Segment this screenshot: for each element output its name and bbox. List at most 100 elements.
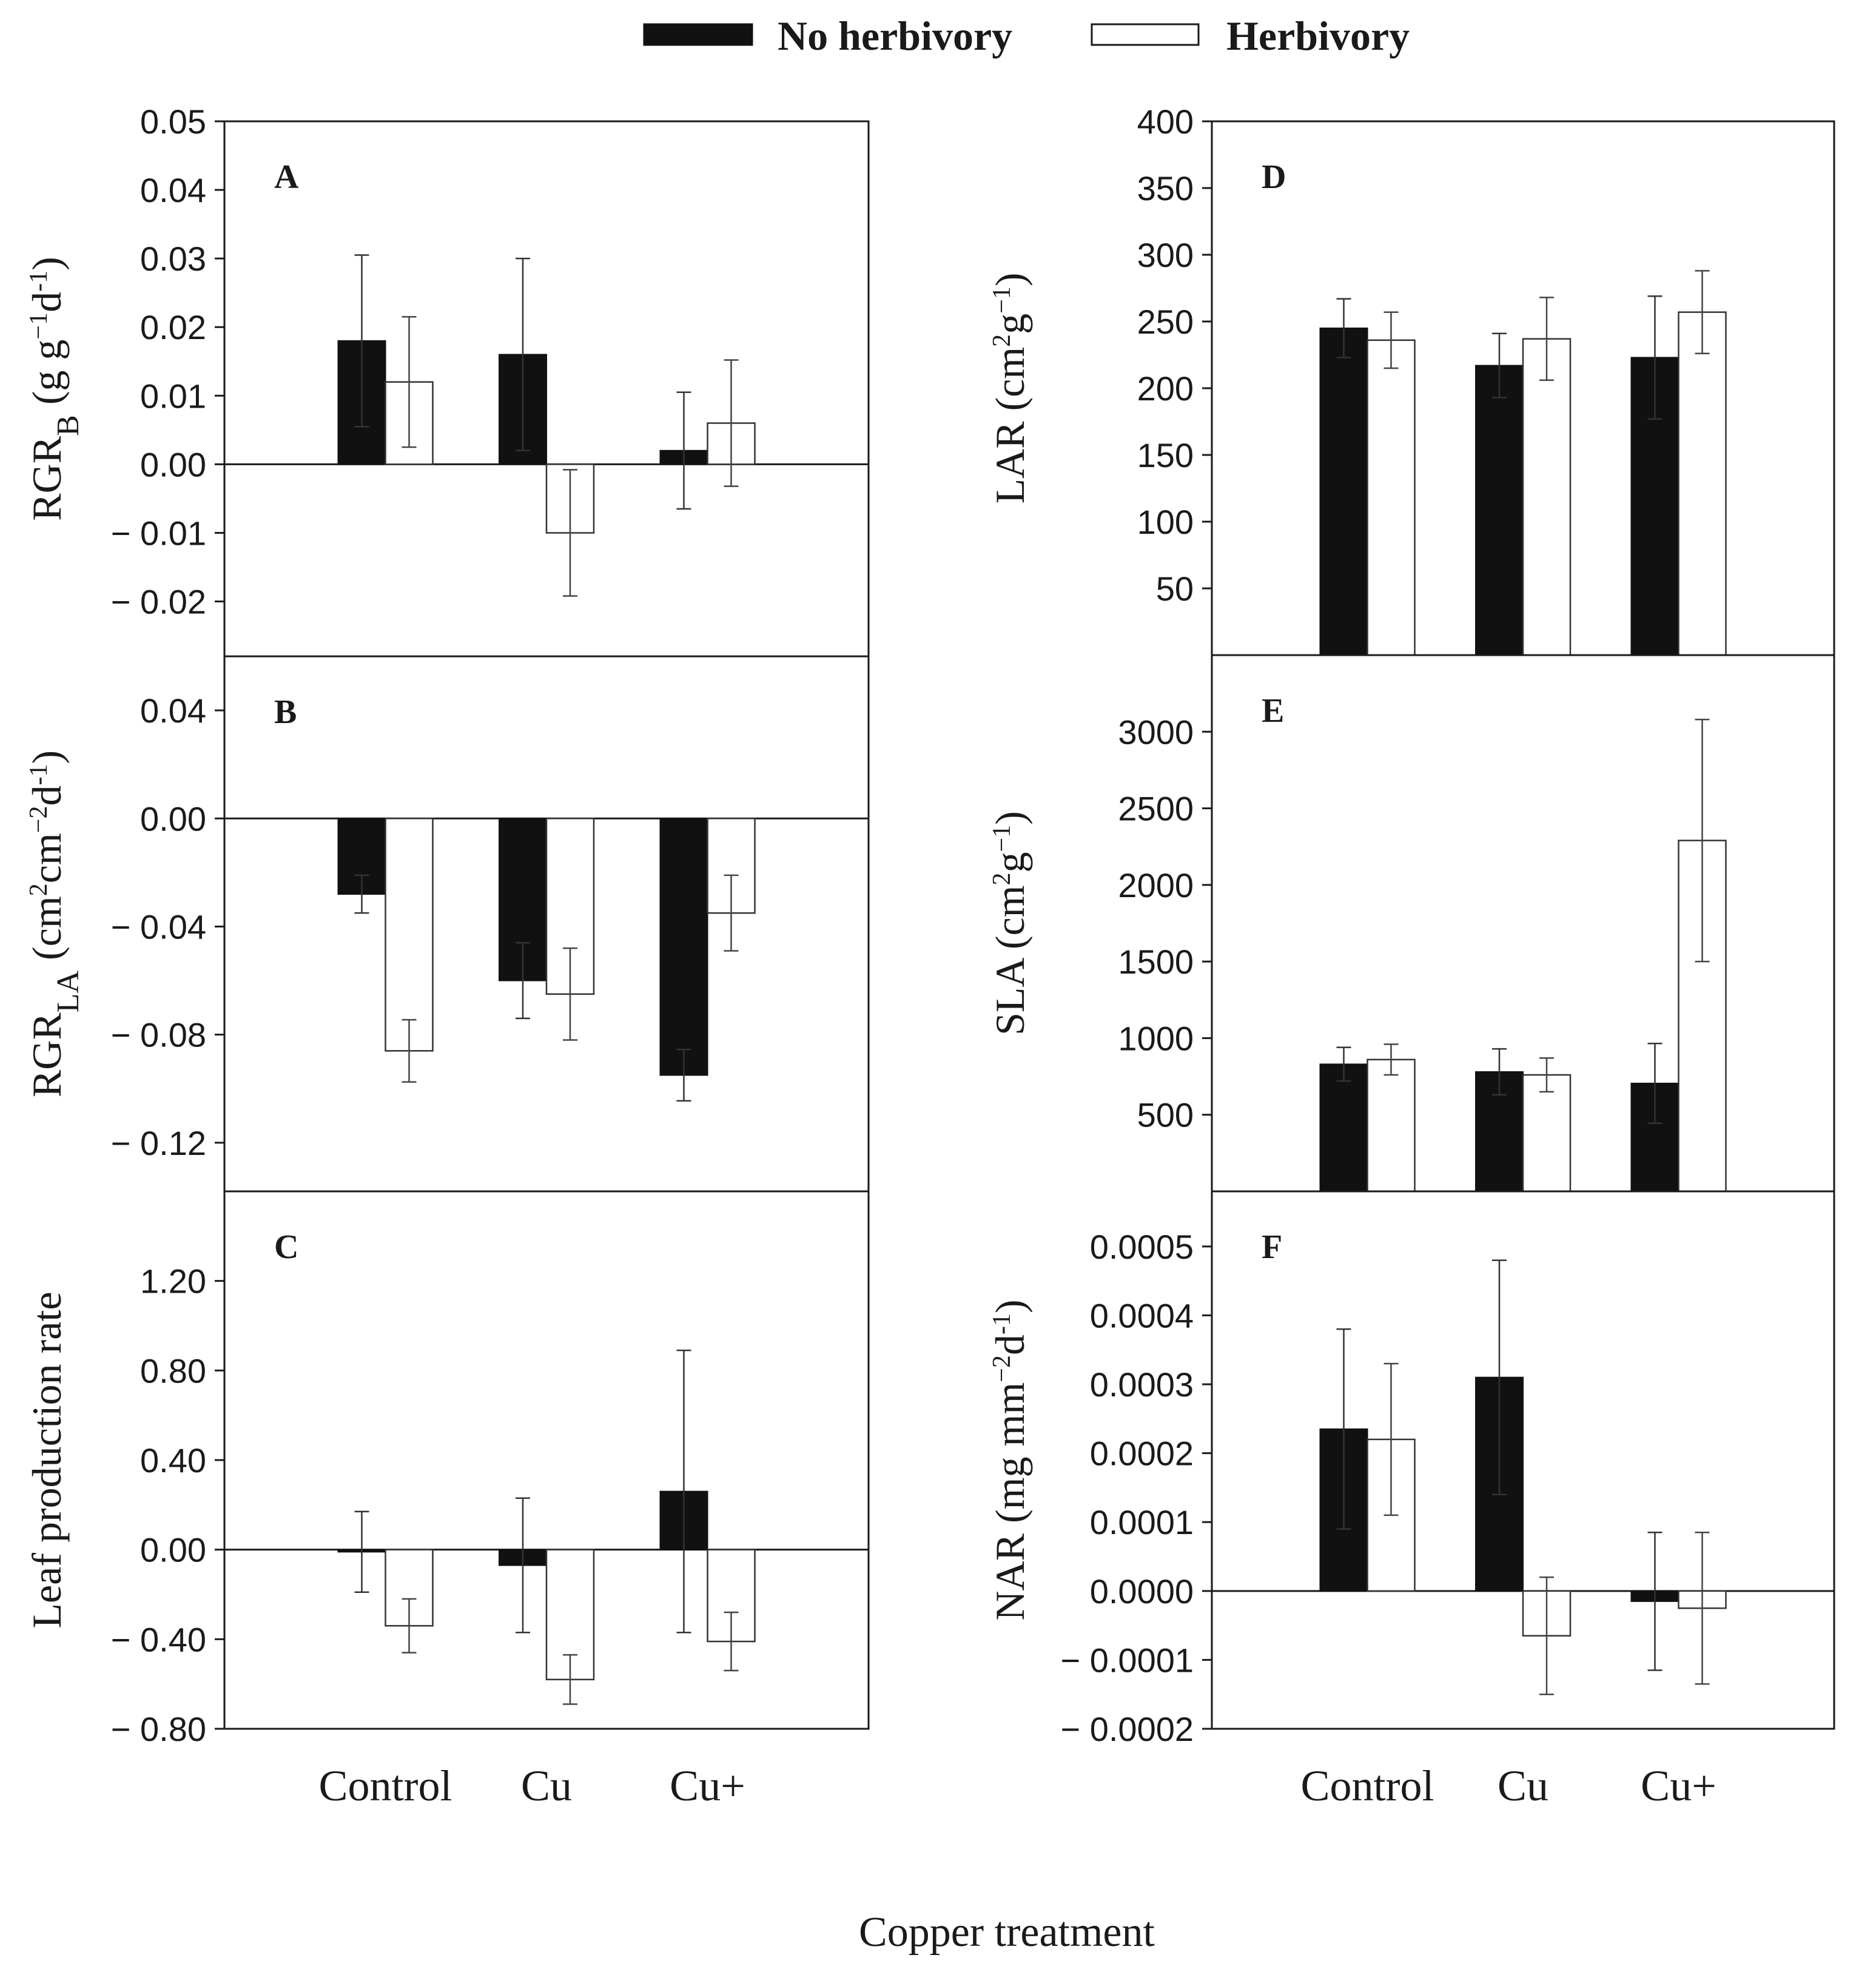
y-tick-label: − 0.0002 xyxy=(1060,1710,1194,1748)
panel-c: − 0.80 − 0.40 0.00 0.40 0.80 1.20 C Leaf produc… xyxy=(24,1190,870,1810)
y-axis-title: Leaf production rate xyxy=(24,1291,70,1628)
y-axis-title-part: −1 xyxy=(988,286,1016,314)
y-tick-label: 1500 xyxy=(1118,943,1194,981)
y-axis-title: LAR (cm2g−1) xyxy=(987,272,1033,503)
y-tick-label: 2000 xyxy=(1118,866,1194,904)
y-tick-label: 500 xyxy=(1137,1096,1194,1134)
y-axis-title-part: -1 xyxy=(988,1313,1016,1335)
y-tick-label: 0.80 xyxy=(140,1351,206,1390)
y-axis-title-part: SLA (cm xyxy=(987,885,1033,1035)
y-axis-title-part: cm xyxy=(24,833,70,883)
y-axis-title-part: 2 xyxy=(25,883,53,896)
bar-herbivory xyxy=(1367,1059,1416,1193)
y-tick-label: 350 xyxy=(1137,169,1194,207)
y-axis-title-part: (g g xyxy=(24,340,70,416)
y-tick-label: − 0.01 xyxy=(111,514,206,552)
y-tick-label: 150 xyxy=(1137,436,1194,474)
y-axis-title-part: ) xyxy=(24,257,70,271)
y-axis-title: RGRLA (cm2cm−2d-1) xyxy=(24,750,86,1097)
y-tick-label: − 0.12 xyxy=(111,1124,206,1162)
panel-letter: A xyxy=(274,158,299,196)
y-axis-title-part: RGR xyxy=(24,1012,70,1097)
y-axis-title-part: -1 xyxy=(25,764,53,786)
y-tick-label: 0.0001 xyxy=(1090,1503,1194,1541)
y-tick-label: 0.0005 xyxy=(1090,1228,1194,1266)
bar-herbivory xyxy=(1678,311,1727,656)
legend-swatch-no-herbivory xyxy=(643,23,753,46)
legend-swatch-herbivory xyxy=(1091,23,1200,46)
y-tick-label: 0.0000 xyxy=(1090,1572,1194,1611)
panel-b: − 0.12 − 0.08 − 0.04 0.00 0.04 B RGRLA (cm2cm−… xyxy=(24,655,870,1193)
y-tick-label: 400 xyxy=(1137,103,1194,141)
x-category-label: Cu xyxy=(1498,1762,1548,1810)
y-axis-title: NAR (mg mm−2d-1) xyxy=(987,1299,1033,1620)
panel-letter: E xyxy=(1262,692,1284,730)
bar-no-herbivory xyxy=(659,818,708,1076)
y-tick-label: 0.0004 xyxy=(1090,1296,1194,1335)
bar-no-herbivory xyxy=(337,818,386,895)
y-axis-title-part: Leaf production rate xyxy=(24,1291,70,1628)
y-axis-title-part: d xyxy=(24,292,70,312)
panel-letter: F xyxy=(1262,1228,1282,1266)
y-tick-label: 0.40 xyxy=(140,1441,206,1479)
y-axis-title-part: RGR xyxy=(24,436,70,520)
y-tick-label: 1000 xyxy=(1118,1019,1194,1057)
legend: No herbivory Herbivory xyxy=(643,13,1410,59)
y-axis-title-part: d xyxy=(987,1335,1033,1355)
y-tick-label: 0.00 xyxy=(140,1531,206,1569)
y-axis-title-part: −2 xyxy=(988,1355,1016,1382)
panel-letter: C xyxy=(274,1228,298,1266)
y-tick-label: − 0.0001 xyxy=(1060,1641,1194,1679)
y-tick-label: 0.02 xyxy=(140,308,206,346)
x-axis-title: Copper treatment xyxy=(859,1909,1155,1956)
y-axis-title-part: ) xyxy=(24,750,70,764)
panels: − 0.02 − 0.01 0.00 0.01 0.02 0.03 0.04 0.05 A RGR… xyxy=(24,103,1835,1810)
y-tick-label: 0.04 xyxy=(140,692,206,730)
y-axis-title-part: B xyxy=(51,415,86,436)
y-axis-title-part: LA xyxy=(51,971,86,1013)
y-tick-label: 300 xyxy=(1137,236,1194,274)
x-category-label: Cu+ xyxy=(1641,1762,1716,1810)
y-tick-label: 100 xyxy=(1137,503,1194,541)
y-tick-label: 2500 xyxy=(1118,790,1194,828)
y-tick-label: 0.00 xyxy=(140,445,206,483)
y-tick-label: 1.20 xyxy=(140,1262,206,1301)
y-tick-label: 0.01 xyxy=(140,377,206,415)
panel-letter: B xyxy=(274,693,297,731)
y-axis-title-part: −1 xyxy=(25,312,53,340)
x-category-label: Cu+ xyxy=(670,1762,745,1810)
panel-letter: D xyxy=(1262,158,1286,196)
y-axis-title-part: ) xyxy=(987,811,1033,825)
y-axis-title: RGRB (g g−1d-1) xyxy=(24,257,86,521)
legend-label-no-herbivory: No herbivory xyxy=(778,13,1012,59)
y-axis-title-part: −1 xyxy=(988,825,1016,852)
y-tick-label: 0.04 xyxy=(140,171,206,209)
x-category-label: Cu xyxy=(521,1762,572,1810)
y-tick-label: 0.0002 xyxy=(1090,1435,1194,1473)
y-axis-title-part: LAR (cm xyxy=(987,347,1033,504)
panel-d: 50 100 150 200 250 300 350 400 D LAR (cm2g−1) xyxy=(987,103,1835,656)
y-axis-title-part: NAR (mg mm xyxy=(987,1382,1033,1621)
y-axis-title-part: ) xyxy=(987,1299,1033,1313)
bar-herbivory xyxy=(1522,1074,1572,1193)
y-tick-label: 0.03 xyxy=(140,240,206,278)
x-category-label: Control xyxy=(318,1762,452,1810)
y-tick-label: − 0.08 xyxy=(111,1016,206,1054)
bar-no-herbivory xyxy=(1319,328,1368,656)
y-tick-label: 0.05 xyxy=(140,103,206,141)
panel-e: 500 1000 1500 2000 2500 3000 E SLA (cm2g−1) xyxy=(987,654,1835,1193)
bar-no-herbivory xyxy=(1475,365,1524,656)
y-tick-label: 0.00 xyxy=(140,799,206,838)
y-tick-label: − 0.80 xyxy=(111,1710,206,1748)
y-tick-label: − 0.04 xyxy=(111,907,206,946)
y-axis-title-part: ) xyxy=(987,272,1033,286)
y-axis-title-part: -1 xyxy=(25,271,53,292)
bar-herbivory xyxy=(385,818,434,1052)
panel-f: − 0.0002 − 0.0001 0.0000 0.0001 0.0002 0.0003… xyxy=(987,1190,1835,1810)
y-tick-label: − 0.40 xyxy=(111,1620,206,1658)
y-axis-title-part: −2 xyxy=(25,806,53,833)
y-tick-label: 50 xyxy=(1156,570,1194,608)
legend-label-herbivory: Herbivory xyxy=(1226,13,1410,59)
